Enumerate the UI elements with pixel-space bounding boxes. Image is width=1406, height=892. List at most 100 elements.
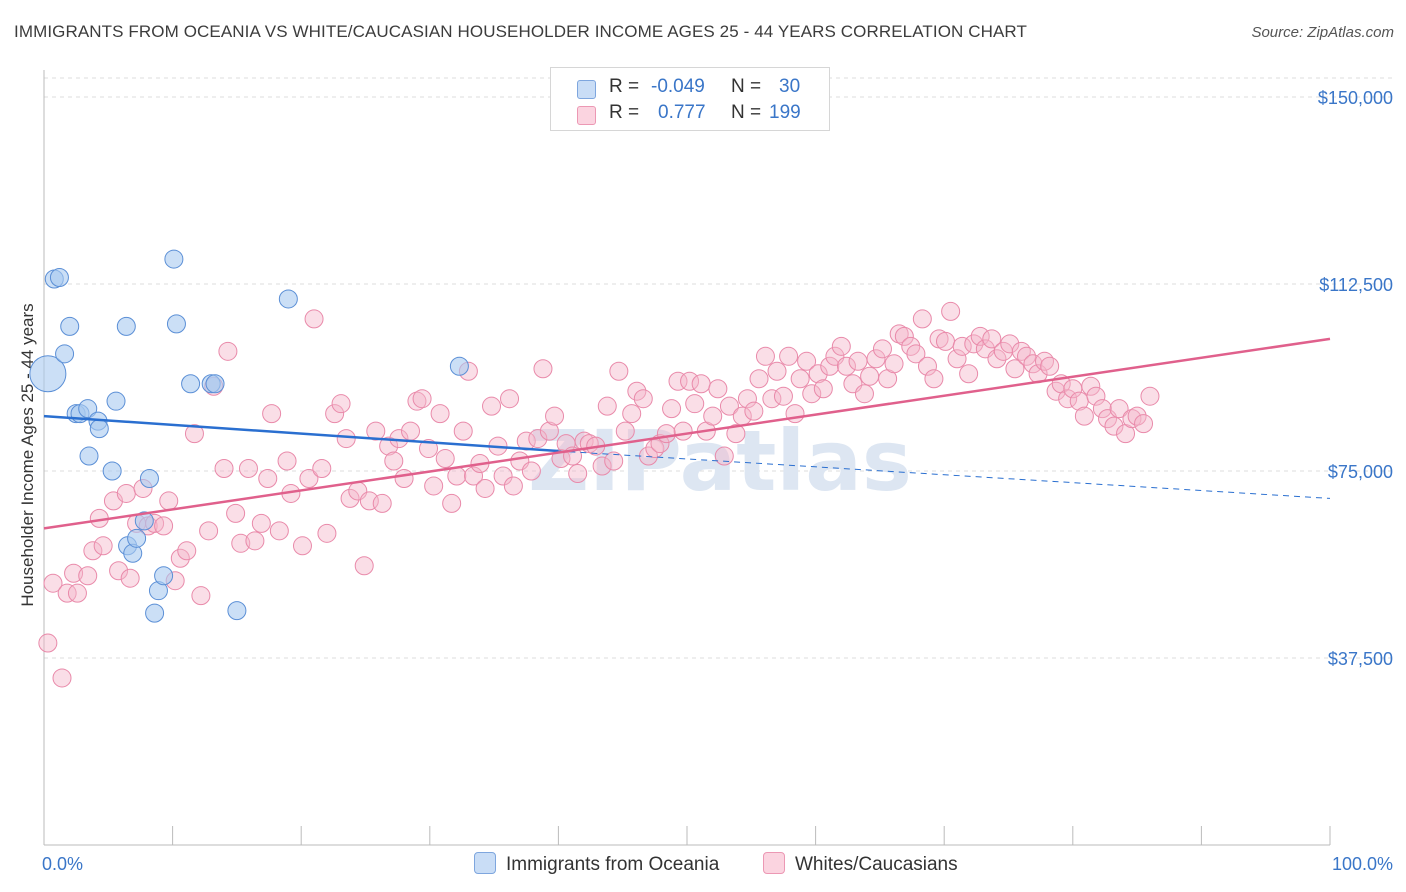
data-point-oceania xyxy=(134,511,154,531)
data-point-whites xyxy=(503,476,523,496)
data-point-whites xyxy=(592,456,612,476)
data-point-whites xyxy=(453,421,473,441)
data-point-whites xyxy=(656,424,676,444)
data-point-whites xyxy=(790,369,810,389)
legend-row-oceania: R = -0.049 N = 30 xyxy=(551,76,829,102)
data-point-whites xyxy=(767,361,787,381)
y-tick-label: $37,500 xyxy=(1328,649,1393,669)
gridlines xyxy=(44,77,1395,659)
data-point-whites xyxy=(218,341,238,361)
data-point-whites xyxy=(615,421,635,441)
data-point-oceania xyxy=(106,391,126,411)
chart-title: IMMIGRANTS FROM OCEANIA VS WHITE/CAUCASI… xyxy=(14,22,1027,41)
data-point-whites xyxy=(199,521,219,541)
data-point-whites xyxy=(52,668,72,688)
data-point-whites xyxy=(691,374,711,394)
data-point-whites xyxy=(528,429,548,449)
data-point-whites xyxy=(116,483,136,503)
correlation-legend: R = -0.049 N = 30 R = 0.777 N = 199 xyxy=(550,67,830,131)
data-point-whites xyxy=(866,349,886,369)
data-point-whites xyxy=(714,446,734,466)
legend-n-label: N = xyxy=(731,76,762,97)
data-point-whites xyxy=(802,384,822,404)
y-tick-label: $112,500 xyxy=(1319,275,1393,295)
data-point-whites xyxy=(797,351,817,371)
legend-n-value: 30 xyxy=(779,76,801,97)
data-point-whites xyxy=(1005,359,1025,379)
data-point-whites xyxy=(906,344,926,364)
data-point-whites xyxy=(500,389,520,409)
data-point-whites xyxy=(622,404,642,424)
trend-lines xyxy=(43,337,1331,530)
axes xyxy=(43,70,1331,846)
bottom-legend-oceania: Immigrants from Oceania xyxy=(474,852,719,876)
data-point-whites xyxy=(177,541,197,561)
data-point-whites xyxy=(1000,334,1020,354)
data-point-whites xyxy=(401,421,421,441)
data-point-whites xyxy=(299,468,319,488)
data-point-whites xyxy=(779,346,799,366)
data-point-whites xyxy=(64,563,84,583)
data-point-whites xyxy=(627,381,647,401)
data-point-whites xyxy=(331,394,351,414)
data-point-whites xyxy=(894,326,914,346)
data-point-whites xyxy=(419,439,439,459)
data-point-whites xyxy=(719,396,739,416)
data-point-whites xyxy=(755,346,775,366)
data-point-whites xyxy=(482,396,502,416)
data-point-whites xyxy=(952,336,972,356)
data-point-whites xyxy=(191,586,211,606)
data-point-whites xyxy=(109,561,129,581)
data-point-whites xyxy=(238,459,258,479)
data-point-whites xyxy=(1017,346,1037,366)
data-point-whites xyxy=(154,516,174,536)
data-point-whites xyxy=(726,424,746,444)
data-point-whites xyxy=(836,356,856,376)
data-point-whites xyxy=(917,356,937,376)
data-point-whites xyxy=(785,404,805,424)
data-point-whites xyxy=(568,463,588,483)
legend-label-whites: Whites/Caucasians xyxy=(795,854,958,875)
data-point-whites xyxy=(159,491,179,511)
data-point-whites xyxy=(872,339,892,359)
data-point-whites xyxy=(170,548,190,568)
data-point-whites xyxy=(889,324,909,344)
data-point-whites xyxy=(935,331,955,351)
data-point-whites xyxy=(379,436,399,456)
data-point-whites xyxy=(703,406,723,426)
data-point-whites xyxy=(464,466,484,486)
data-point-whites xyxy=(912,309,932,329)
trend-line-oceania-extension xyxy=(558,450,1331,499)
source-label: Source: ZipAtlas.com xyxy=(1251,24,1394,41)
tick-labels: $37,500 $75,000 $112,500 $150,000 0.0% 100.0% xyxy=(42,88,1393,874)
data-point-whites xyxy=(848,351,868,371)
data-point-whites xyxy=(120,568,140,588)
data-point-whites xyxy=(831,336,851,356)
data-point-oceania xyxy=(29,355,67,393)
data-point-whites xyxy=(317,523,337,543)
legend-swatch-blue xyxy=(577,80,596,99)
data-point-oceania xyxy=(139,468,159,488)
data-point-oceania xyxy=(227,601,247,621)
data-point-oceania xyxy=(449,356,469,376)
legend-n-label: N = xyxy=(731,102,762,123)
data-point-oceania xyxy=(116,316,136,336)
data-point-oceania xyxy=(127,528,147,548)
trend-line-oceania xyxy=(43,414,559,453)
data-point-whites xyxy=(1058,389,1078,409)
series-oceania-points xyxy=(29,249,469,623)
trend-line-whites xyxy=(43,337,1331,530)
data-point-oceania xyxy=(181,374,201,394)
data-point-whites xyxy=(744,401,764,421)
legend-r-value: -0.049 xyxy=(651,76,705,97)
data-point-whites xyxy=(214,459,234,479)
data-point-whites xyxy=(959,364,979,384)
data-point-whites xyxy=(430,404,450,424)
data-point-whites xyxy=(673,421,693,441)
data-point-whites xyxy=(970,326,990,346)
data-point-whites xyxy=(737,389,757,409)
data-point-whites xyxy=(93,536,113,556)
data-point-whites xyxy=(269,521,289,541)
data-point-oceania xyxy=(60,316,80,336)
